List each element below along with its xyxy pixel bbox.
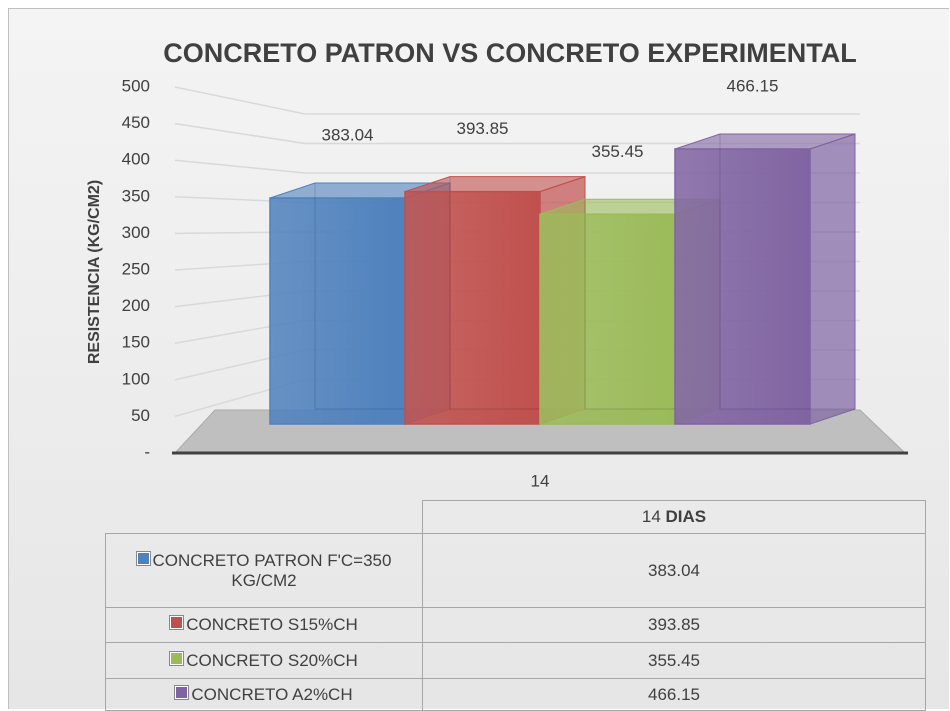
table-row: CONCRETO PATRON F'C=350 KG/CM2 383.04 xyxy=(105,533,926,608)
bar-side xyxy=(809,133,856,425)
y-tick-label: 400 xyxy=(122,150,150,169)
data-label: 383.04 xyxy=(322,125,374,144)
legend-swatch xyxy=(169,650,185,666)
table-row: CONCRETO A2%CH 466.15 xyxy=(105,678,926,711)
legend-cell: CONCRETO S20%CH xyxy=(105,642,423,679)
chart-title: CONCRETO PATRON VS CONCRETO EXPERIMENTAL xyxy=(163,38,857,68)
y-axis-label: RESISTENCIA (KG/CM2) xyxy=(86,180,103,364)
y-tick-label: 450 xyxy=(122,113,150,132)
y-tick-label: 50 xyxy=(131,406,150,425)
y-tick-label: - xyxy=(144,442,150,461)
table-value: 466.15 xyxy=(422,678,926,711)
table-row: CONCRETO S15%CH 393.85 xyxy=(105,607,926,643)
legend-label: CONCRETO S15%CH xyxy=(186,615,358,634)
y-tick-label: 500 xyxy=(122,76,150,95)
data-table: 14 DIAS CONCRETO PATRON F'C=350 KG/CM2 38… xyxy=(105,500,926,711)
bar xyxy=(539,213,676,425)
legend-label: CONCRETO PATRON F'C=350 KG/CM2 xyxy=(152,550,392,590)
y-tick-label: 250 xyxy=(122,259,150,278)
y-tick-label: 100 xyxy=(122,369,150,388)
legend-swatch xyxy=(174,684,190,700)
table-value: 355.45 xyxy=(422,642,926,679)
grid-line xyxy=(174,86,860,115)
y-tick-label: 350 xyxy=(122,186,150,205)
bar xyxy=(674,148,811,425)
legend-cell: CONCRETO A2%CH xyxy=(105,678,423,711)
bar xyxy=(404,190,541,425)
table-value: 383.04 xyxy=(422,533,926,608)
legend-cell: CONCRETO PATRON F'C=350 KG/CM2 xyxy=(105,533,423,608)
data-label: 393.85 xyxy=(457,119,509,138)
header-category: 14 xyxy=(641,507,661,526)
header-unit: DIAS xyxy=(665,507,707,526)
data-label: 355.45 xyxy=(592,142,644,161)
legend-label: CONCRETO S20%CH xyxy=(186,650,358,670)
table-row: CONCRETO S20%CH 355.45 xyxy=(105,642,926,679)
blank-cell xyxy=(105,500,423,534)
bar xyxy=(269,197,406,425)
legend-cell: CONCRETO S15%CH xyxy=(105,607,423,643)
grid-line xyxy=(174,122,860,145)
y-tick-label: 150 xyxy=(122,333,150,352)
legend-swatch xyxy=(135,550,151,566)
table-header: 14 DIAS xyxy=(422,500,926,534)
x-tick-label: 14 xyxy=(531,471,550,490)
legend-swatch xyxy=(169,615,185,630)
y-tick-label: 300 xyxy=(122,223,150,242)
y-tick-label: 200 xyxy=(122,296,150,315)
table-value: 393.85 xyxy=(422,607,926,643)
data-label: 466.15 xyxy=(727,76,779,95)
legend-label: CONCRETO A2%CH xyxy=(191,684,353,704)
bar-back-edge xyxy=(719,133,855,410)
